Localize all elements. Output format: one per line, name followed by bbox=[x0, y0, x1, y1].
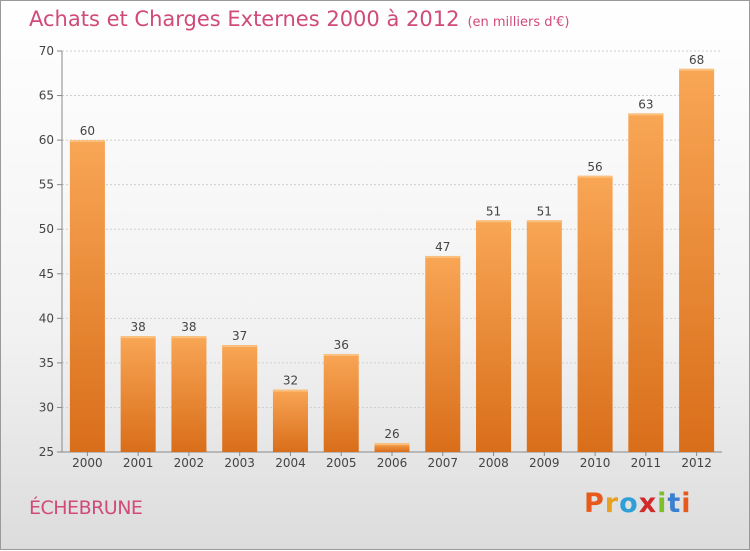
bar-highlight bbox=[222, 345, 258, 348]
chart-unit: (en milliers d'€) bbox=[467, 15, 570, 30]
bar-highlight bbox=[425, 255, 461, 258]
data-label: 63 bbox=[638, 97, 653, 111]
bar-2005 bbox=[323, 353, 359, 452]
bar-2000 bbox=[69, 140, 105, 452]
bar-2012 bbox=[679, 68, 715, 453]
proxiti-logo[interactable]: Proxiti bbox=[584, 488, 692, 519]
bar-highlight bbox=[69, 140, 105, 143]
x-tick-label: 2006 bbox=[377, 456, 408, 470]
logo-letter: P bbox=[584, 488, 605, 519]
bar-2010 bbox=[577, 175, 613, 452]
x-tick-label: 2012 bbox=[681, 456, 712, 470]
bar-2009 bbox=[526, 220, 562, 452]
data-label: 36 bbox=[334, 338, 349, 352]
x-tick-label: 2002 bbox=[174, 456, 205, 470]
x-tick-label: 2009 bbox=[529, 456, 560, 470]
y-tick-label: 40 bbox=[39, 311, 54, 325]
bar-2006 bbox=[374, 443, 410, 452]
bar-2011 bbox=[628, 113, 664, 452]
chart-title: Achats et Charges Externes 2000 à 2012 (e… bbox=[29, 7, 569, 31]
logo-letter: t bbox=[667, 488, 682, 519]
y-tick-label: 60 bbox=[39, 133, 54, 147]
data-label: 51 bbox=[537, 204, 552, 218]
y-tick-label: 25 bbox=[39, 445, 54, 459]
bar-highlight bbox=[272, 389, 308, 392]
y-tick-label: 50 bbox=[39, 222, 54, 236]
logo-letter: i bbox=[657, 488, 668, 519]
data-label: 60 bbox=[80, 124, 95, 138]
data-label: 68 bbox=[689, 53, 704, 67]
data-label: 32 bbox=[283, 374, 298, 388]
y-tick-label: 35 bbox=[39, 356, 54, 370]
data-label: 56 bbox=[587, 160, 602, 174]
data-label: 38 bbox=[181, 320, 196, 334]
y-tick-label: 65 bbox=[39, 89, 54, 103]
data-label: 26 bbox=[384, 427, 399, 441]
x-tick-label: 2003 bbox=[224, 456, 255, 470]
bar-highlight bbox=[526, 220, 562, 223]
x-tick-label: 2004 bbox=[275, 456, 306, 470]
logo-letter: o bbox=[619, 488, 639, 519]
commune-name: ÉCHEBRUNE bbox=[29, 497, 143, 519]
bar-highlight bbox=[120, 336, 156, 339]
x-tick-label: 2008 bbox=[478, 456, 509, 470]
axes: 25 30 35 40 45 50 55 60 65 70 bbox=[39, 44, 722, 459]
y-tick-label: 55 bbox=[39, 178, 54, 192]
bar-highlight bbox=[171, 336, 207, 339]
gridlines bbox=[62, 50, 722, 408]
x-tick-label: 2005 bbox=[326, 456, 357, 470]
bar-highlight bbox=[374, 443, 410, 446]
bar-highlight bbox=[476, 220, 512, 223]
logo-letter: i bbox=[681, 488, 692, 519]
bar-2001 bbox=[120, 336, 156, 452]
bar-highlight bbox=[323, 353, 359, 356]
data-label: 47 bbox=[435, 240, 450, 254]
x-tick-label: 2007 bbox=[427, 456, 458, 470]
logo-letter: r bbox=[604, 488, 620, 519]
y-tick-label: 30 bbox=[39, 400, 54, 414]
bar-2003 bbox=[222, 345, 258, 452]
x-tick-label: 2000 bbox=[72, 456, 103, 470]
bar-highlight bbox=[628, 113, 664, 116]
bars bbox=[69, 68, 715, 453]
data-label: 37 bbox=[232, 329, 247, 343]
y-tick-label: 45 bbox=[39, 267, 54, 281]
bar-2008 bbox=[476, 220, 512, 452]
x-tick-label: 2010 bbox=[580, 456, 611, 470]
data-label: 38 bbox=[131, 320, 146, 334]
x-tick-label: 2011 bbox=[631, 456, 662, 470]
bar-2004 bbox=[272, 389, 308, 452]
bar-2002 bbox=[171, 336, 207, 452]
labels: 60 2000 38 2001 38 2002 37 2003 32 2004 36 2005 26 20… bbox=[72, 53, 712, 470]
data-label: 51 bbox=[486, 204, 501, 218]
bar-2007 bbox=[425, 255, 461, 452]
bar-highlight bbox=[679, 68, 715, 71]
chart-title-text: Achats et Charges Externes 2000 à 2012 bbox=[29, 7, 460, 31]
bar-highlight bbox=[577, 175, 613, 178]
y-tick-label: 70 bbox=[39, 44, 54, 58]
x-tick-label: 2001 bbox=[123, 456, 154, 470]
logo-letter: x bbox=[638, 488, 658, 519]
